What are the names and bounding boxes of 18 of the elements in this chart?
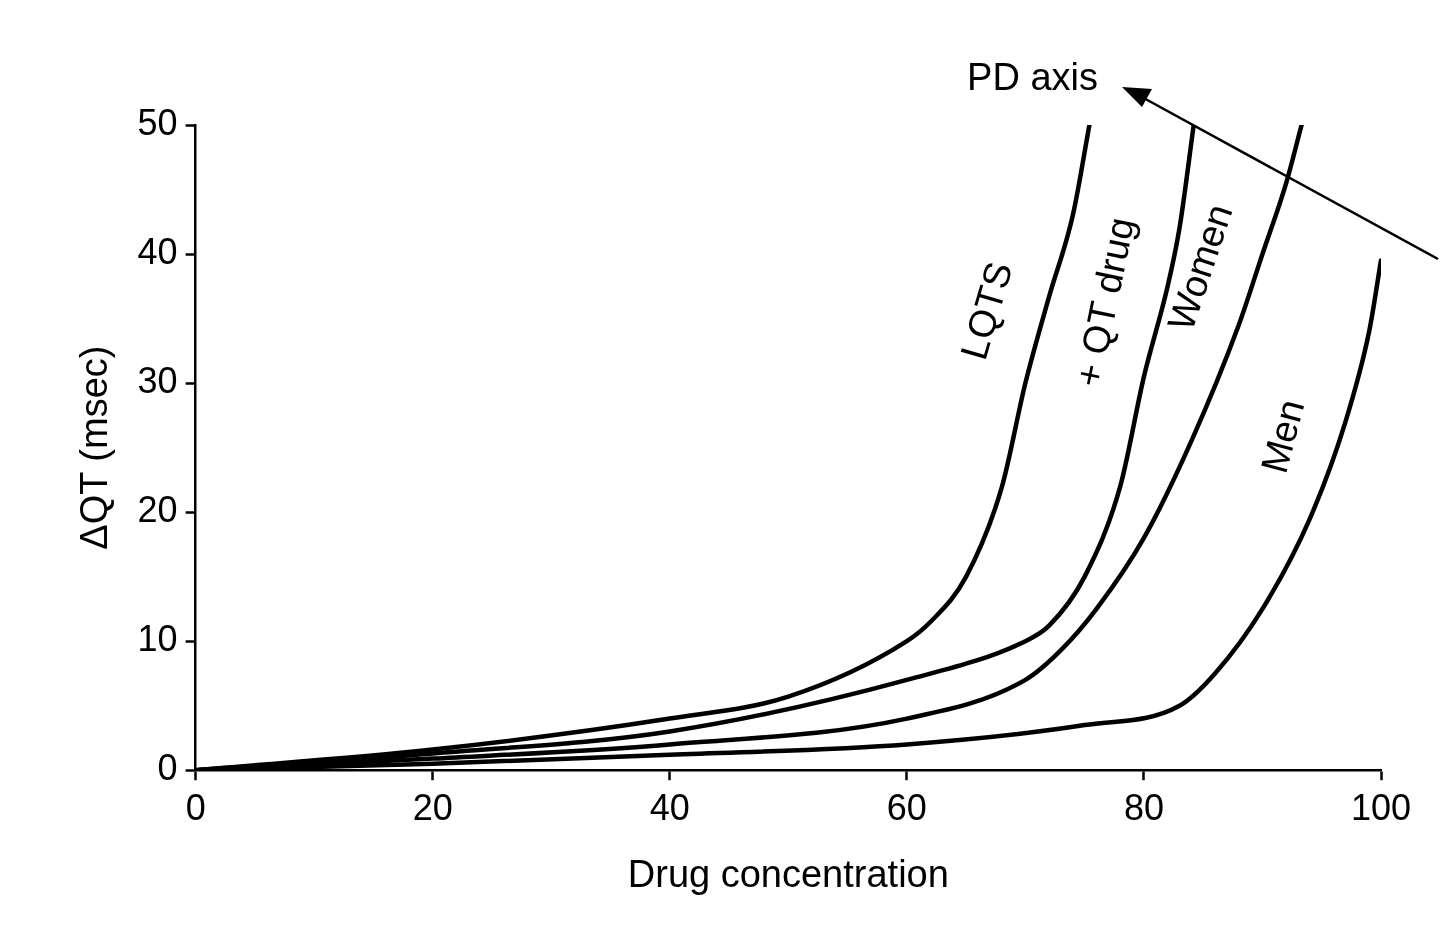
y-tick-label: 30 <box>137 360 178 401</box>
text: LQTS <box>952 257 1021 365</box>
y-tick-label: 40 <box>137 230 178 272</box>
y-tick-label: 50 <box>137 101 178 143</box>
text: PD axis <box>967 56 1098 99</box>
x-tick-label: 40 <box>649 786 690 828</box>
y-tick-label: 20 <box>137 489 178 531</box>
x-tick-label: 20 <box>412 786 453 828</box>
x-tick-label: 80 <box>1123 786 1164 828</box>
text: + QT drug <box>1066 213 1143 391</box>
y-tick-label: 0 <box>157 747 178 789</box>
x-tick-label: 100 <box>1350 786 1412 828</box>
y-axis-title: ΔQT (msec) <box>73 345 116 550</box>
x-tick-label: 60 <box>886 786 927 828</box>
text: Men <box>1252 395 1313 478</box>
y-tick-label: 10 <box>137 618 178 660</box>
x-tick-label: 0 <box>185 786 206 828</box>
x-axis-title: Drug concentration <box>627 852 949 895</box>
